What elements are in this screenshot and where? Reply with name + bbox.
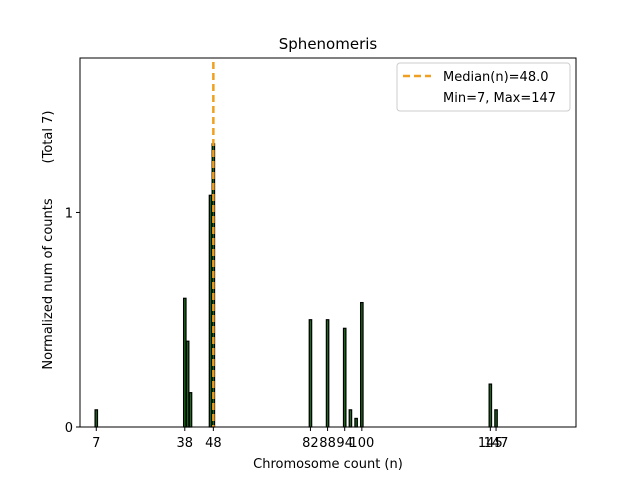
- legend-box: [396, 62, 571, 112]
- y-axis-label: Normalized num of counts: [41, 198, 56, 369]
- chart-title: Sphenomeris: [279, 35, 378, 53]
- x-tick-label-147: 147: [484, 436, 509, 451]
- y-tick-label-0: 0: [65, 421, 73, 436]
- bar-39: [185, 340, 190, 428]
- legend: Median(n)=48.0 Min=7, Max=147: [396, 62, 571, 112]
- x-tick-label-94: 94: [336, 436, 353, 451]
- y-axis-ticks: 01: [65, 206, 80, 436]
- y-tick-label-1: 1: [65, 206, 73, 221]
- x-tick-label-145: 145: [478, 436, 503, 451]
- legend-median-label: Median(n)=48.0: [443, 70, 549, 85]
- bar-96: [348, 409, 353, 428]
- bar-40: [188, 392, 193, 428]
- bar-82: [308, 319, 313, 428]
- bar-100: [360, 301, 364, 428]
- bar-98: [354, 417, 358, 428]
- x-tick-label-82: 82: [302, 436, 319, 451]
- x-tick-label-100: 100: [349, 436, 374, 451]
- bar-47: [208, 194, 213, 428]
- bar-94: [342, 327, 347, 428]
- bar-145: [488, 383, 493, 428]
- x-tick-label-88: 88: [319, 436, 336, 451]
- bar-7: [94, 409, 99, 428]
- bar-38: [182, 297, 187, 428]
- bar-147: [494, 409, 498, 428]
- y-axis-total-note: (Total 7): [41, 111, 56, 164]
- legend-minmax-label: Min=7, Max=147: [443, 91, 556, 106]
- x-tick-label-38: 38: [177, 436, 194, 451]
- bar-88: [325, 319, 330, 428]
- x-tick-label-48: 48: [205, 436, 222, 451]
- x-axis-label: Chromosome count (n): [253, 457, 403, 472]
- x-tick-label-7: 7: [92, 436, 100, 451]
